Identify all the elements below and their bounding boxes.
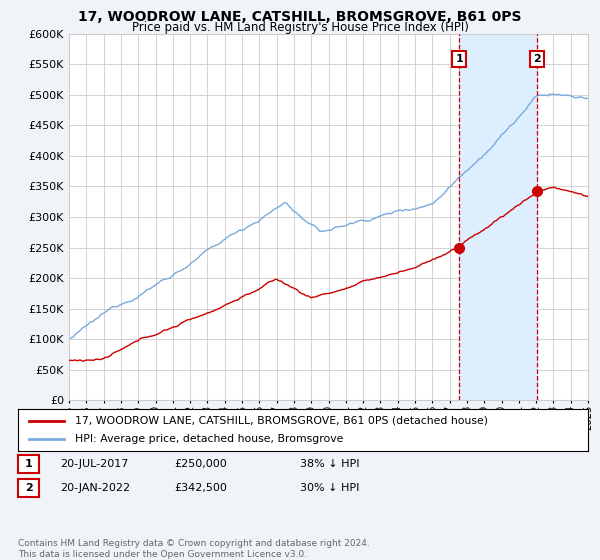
Text: 1: 1 [455,54,463,64]
Text: 38% ↓ HPI: 38% ↓ HPI [300,459,359,469]
Text: 1: 1 [25,459,32,469]
Text: HPI: Average price, detached house, Bromsgrove: HPI: Average price, detached house, Brom… [75,434,343,444]
Text: 17, WOODROW LANE, CATSHILL, BROMSGROVE, B61 0PS: 17, WOODROW LANE, CATSHILL, BROMSGROVE, … [78,10,522,24]
Text: Price paid vs. HM Land Registry's House Price Index (HPI): Price paid vs. HM Land Registry's House … [131,21,469,34]
Text: 20-JUL-2017: 20-JUL-2017 [60,459,128,469]
Text: 30% ↓ HPI: 30% ↓ HPI [300,483,359,493]
Text: Contains HM Land Registry data © Crown copyright and database right 2024.
This d: Contains HM Land Registry data © Crown c… [18,539,370,559]
Text: £342,500: £342,500 [174,483,227,493]
Text: £250,000: £250,000 [174,459,227,469]
Text: 17, WOODROW LANE, CATSHILL, BROMSGROVE, B61 0PS (detached house): 17, WOODROW LANE, CATSHILL, BROMSGROVE, … [75,416,488,426]
Text: 20-JAN-2022: 20-JAN-2022 [60,483,130,493]
Text: 2: 2 [533,54,541,64]
Bar [459,34,537,400]
Text: 2: 2 [25,483,32,493]
